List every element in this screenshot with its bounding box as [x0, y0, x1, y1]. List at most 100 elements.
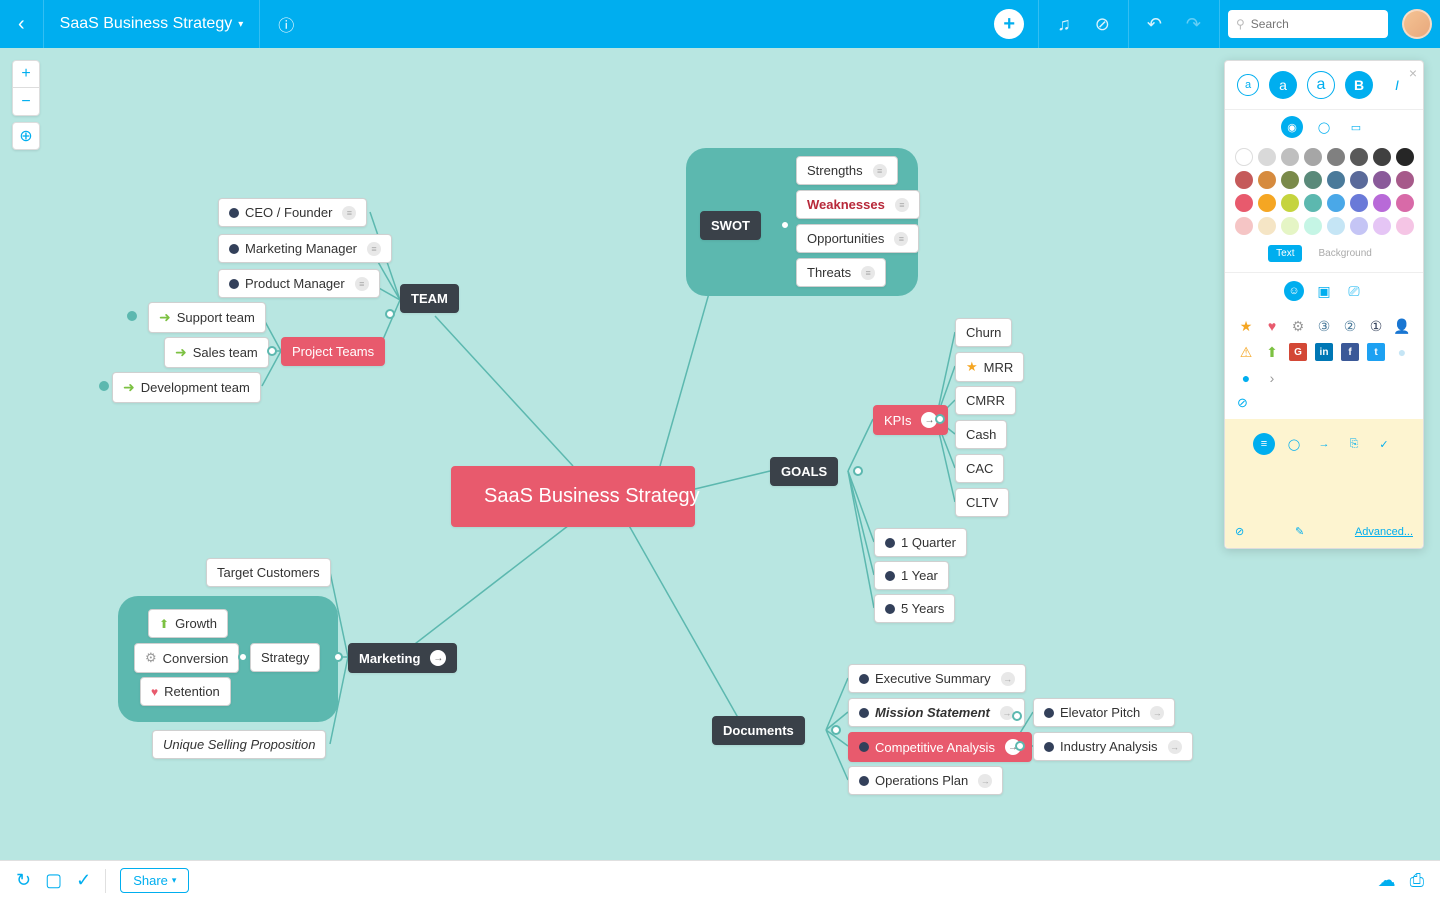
- notes-icon[interactable]: ≡: [895, 198, 909, 212]
- link-button[interactable]: ⎘: [1343, 433, 1365, 455]
- color-swatch[interactable]: [1258, 217, 1276, 235]
- back-button[interactable]: ‹: [8, 13, 35, 36]
- color-swatch[interactable]: [1327, 194, 1345, 212]
- sticker-star[interactable]: ★: [1237, 317, 1255, 335]
- sticker-arrow-up[interactable]: ⬆: [1263, 343, 1281, 361]
- present-button[interactable]: ▢: [45, 870, 62, 891]
- color-swatch[interactable]: [1396, 194, 1414, 212]
- color-swatch[interactable]: [1396, 148, 1414, 166]
- fill-style-button[interactable]: ◉: [1281, 116, 1303, 138]
- color-swatch[interactable]: [1304, 148, 1322, 166]
- video-button[interactable]: ⎚: [1344, 281, 1364, 301]
- image-button[interactable]: ▣: [1314, 281, 1334, 301]
- mindmap-node[interactable]: CAC: [955, 454, 1004, 483]
- color-swatch[interactable]: [1350, 194, 1368, 212]
- background-color-tab[interactable]: Background: [1310, 245, 1379, 262]
- connection-handle[interactable]: [385, 309, 395, 319]
- advanced-link[interactable]: Advanced...: [1355, 526, 1413, 538]
- connection-handle[interactable]: [853, 466, 863, 476]
- headphones-icon[interactable]: ♫: [1047, 14, 1081, 35]
- notes-icon[interactable]: ≡: [342, 206, 356, 220]
- undo-button[interactable]: ↶: [1137, 14, 1172, 35]
- arrow-relation-button[interactable]: →: [1313, 433, 1335, 455]
- sticker-warning[interactable]: ⚠: [1237, 343, 1255, 361]
- color-swatch[interactable]: [1235, 194, 1253, 212]
- mindmap-node[interactable]: Documents: [712, 716, 805, 745]
- mindmap-node[interactable]: ⬆Growth: [148, 609, 228, 638]
- block-icon[interactable]: ⊘: [1085, 14, 1120, 35]
- notes-icon[interactable]: ≡: [861, 266, 875, 280]
- mindmap-node[interactable]: Weaknesses≡: [796, 190, 920, 219]
- redo-button[interactable]: ↷: [1176, 14, 1211, 35]
- sticker-facebook[interactable]: f: [1341, 343, 1359, 361]
- sticker-more[interactable]: ›: [1263, 369, 1281, 387]
- cloud-download-button[interactable]: ☁: [1378, 870, 1396, 891]
- mindmap-node[interactable]: SaaS Business Strategy: [451, 466, 695, 527]
- text-size-large[interactable]: a: [1307, 71, 1335, 99]
- color-swatch[interactable]: [1373, 171, 1391, 189]
- mindmap-node[interactable]: 1 Quarter: [874, 528, 967, 557]
- color-swatch[interactable]: [1235, 217, 1253, 235]
- connection-handle[interactable]: [1012, 711, 1022, 721]
- connection-handle[interactable]: [267, 346, 277, 356]
- prohibit-footer-icon[interactable]: ⊘: [1235, 525, 1244, 538]
- sticker-twitter[interactable]: t: [1367, 343, 1385, 361]
- mindmap-node[interactable]: Cash: [955, 420, 1007, 449]
- color-swatch[interactable]: [1304, 194, 1322, 212]
- share-button[interactable]: Share ▾: [120, 868, 189, 893]
- notes-icon[interactable]: ≡: [894, 232, 908, 246]
- expand-icon[interactable]: →: [430, 650, 446, 666]
- text-italic[interactable]: I: [1383, 71, 1411, 99]
- search-input[interactable]: [1251, 17, 1380, 31]
- info-button[interactable]: ⓘ: [268, 12, 304, 36]
- mindmap-node[interactable]: ★MRR: [955, 352, 1024, 382]
- color-swatch[interactable]: [1304, 171, 1322, 189]
- mindmap-node[interactable]: Elevator Pitch→: [1033, 698, 1175, 727]
- color-swatch[interactable]: [1258, 148, 1276, 166]
- color-swatch[interactable]: [1373, 194, 1391, 212]
- mindmap-node[interactable]: ➜Sales team: [164, 337, 269, 368]
- connection-handle[interactable]: [831, 725, 841, 735]
- color-swatch[interactable]: [1373, 148, 1391, 166]
- color-swatch[interactable]: [1396, 171, 1414, 189]
- mindmap-node[interactable]: Marketing→: [348, 643, 457, 673]
- close-panel-button[interactable]: ×: [1409, 65, 1417, 81]
- mindmap-node[interactable]: Product Manager≡: [218, 269, 380, 298]
- sticker-gear[interactable]: ⚙: [1289, 317, 1307, 335]
- connection-handle[interactable]: [238, 652, 248, 662]
- color-swatch[interactable]: [1304, 217, 1322, 235]
- text-color-tab[interactable]: Text: [1268, 245, 1302, 262]
- mindmap-node[interactable]: ⚙Conversion: [134, 643, 239, 673]
- color-swatch[interactable]: [1396, 217, 1414, 235]
- color-swatch[interactable]: [1350, 171, 1368, 189]
- sticker-linkedin[interactable]: in: [1315, 343, 1333, 361]
- zoom-out-button[interactable]: −: [12, 88, 40, 116]
- mindmap-node[interactable]: ➜Support team: [148, 302, 266, 333]
- check-button[interactable]: ✓: [1373, 433, 1395, 455]
- mindmap-node[interactable]: Strategy: [250, 643, 320, 672]
- connection-handle[interactable]: [1015, 741, 1025, 751]
- sticker-gplus[interactable]: G: [1289, 343, 1307, 361]
- check-button[interactable]: ✓: [76, 870, 91, 891]
- sticker-circle-light[interactable]: ●: [1393, 343, 1411, 361]
- connection-handle[interactable]: [99, 381, 109, 391]
- mindmap-node[interactable]: ♥Retention: [140, 677, 231, 706]
- connection-handle[interactable]: [333, 652, 343, 662]
- sticker-person[interactable]: 👤: [1393, 317, 1411, 335]
- mindmap-node[interactable]: Churn: [955, 318, 1012, 347]
- shape-style-button[interactable]: ▭: [1345, 116, 1367, 138]
- color-swatch[interactable]: [1235, 171, 1253, 189]
- mindmap-node[interactable]: Marketing Manager≡: [218, 234, 392, 263]
- color-swatch[interactable]: [1281, 217, 1299, 235]
- mindmap-node[interactable]: Target Customers: [206, 558, 331, 587]
- color-swatch[interactable]: [1281, 171, 1299, 189]
- sticker-heart[interactable]: ♥: [1263, 317, 1281, 335]
- color-swatch[interactable]: [1281, 148, 1299, 166]
- mindmap-node[interactable]: Industry Analysis→: [1033, 732, 1193, 761]
- color-swatch[interactable]: [1327, 148, 1345, 166]
- expand-icon[interactable]: →: [1150, 706, 1164, 720]
- mindmap-node[interactable]: CMRR: [955, 386, 1016, 415]
- mindmap-node[interactable]: Competitive Analysis→: [848, 732, 1032, 762]
- color-swatch[interactable]: [1281, 194, 1299, 212]
- mindmap-node[interactable]: Executive Summary→: [848, 664, 1026, 693]
